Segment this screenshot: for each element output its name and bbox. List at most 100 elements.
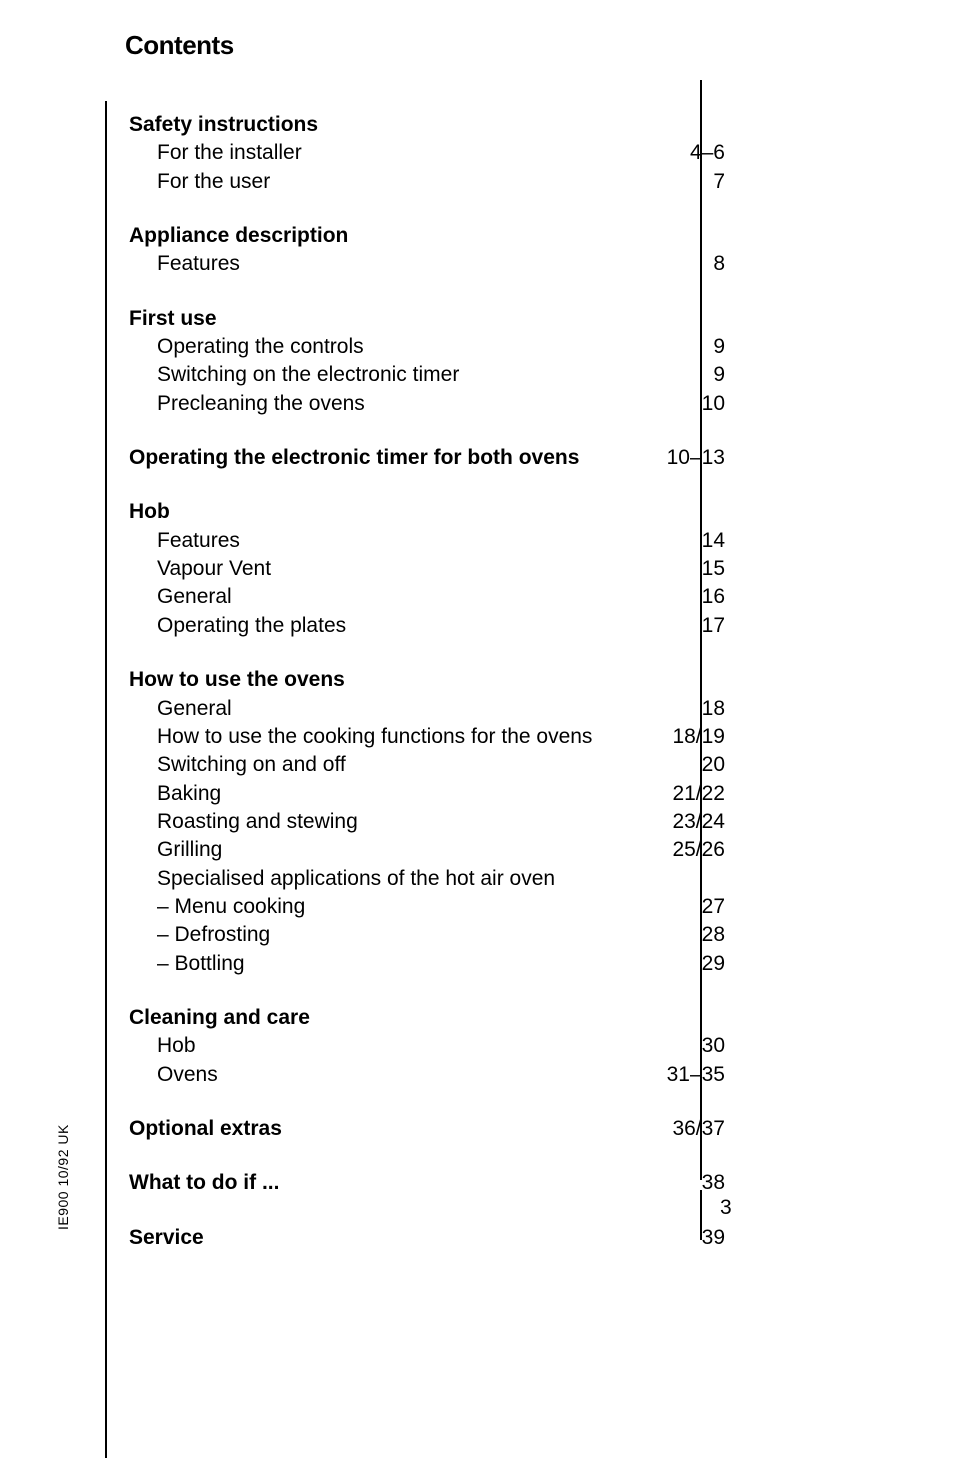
toc-entry: – Menu cooking27	[129, 893, 725, 921]
toc-entry: Features8	[129, 250, 725, 278]
toc-entry-label: – Defrosting	[157, 921, 645, 949]
toc-entry-label: How to use the cooking functions for the…	[157, 723, 645, 751]
toc-section-heading-label: What to do if ...	[129, 1169, 279, 1197]
toc-entry-page: 7	[645, 168, 725, 196]
toc-entry-page: 4–6	[645, 139, 725, 167]
toc-entry: General18	[129, 695, 725, 723]
toc-section-heading: Safety instructions	[129, 111, 725, 139]
toc-section-heading-label: First use	[129, 305, 217, 333]
toc-entry-page: 8	[645, 250, 725, 278]
toc-entry: Specialised applications of the hot air …	[129, 865, 725, 893]
page-number-block: 3	[700, 1190, 732, 1240]
toc-section: Safety instructionsFor the installer4–6F…	[129, 111, 725, 196]
toc-entry-label: General	[157, 695, 645, 723]
toc-entry: Ovens31–35	[129, 1061, 725, 1089]
toc-section: How to use the ovensGeneral18How to use …	[129, 666, 725, 978]
toc-entry-label: Operating the controls	[157, 333, 645, 361]
toc-entry-label: Features	[157, 527, 645, 555]
toc-section-heading: Appliance description	[129, 222, 725, 250]
toc-entry-label: For the user	[157, 168, 645, 196]
toc-section-heading-page: 10–13	[645, 444, 725, 472]
toc-entry-label: Precleaning the ovens	[157, 390, 645, 418]
toc-entry: Baking21/22	[129, 780, 725, 808]
toc-entry-label: Baking	[157, 780, 645, 808]
toc-section: First useOperating the controls9Switchin…	[129, 305, 725, 418]
toc-entry: General16	[129, 583, 725, 611]
spine-text: IE900 10/92 UK	[55, 1124, 71, 1230]
toc-entry-label: Features	[157, 250, 645, 278]
page-title: Contents	[125, 30, 725, 61]
toc-entry: – Defrosting28	[129, 921, 725, 949]
toc-entry-page: 10	[645, 390, 725, 418]
toc-entry-page: 23/24	[645, 808, 725, 836]
toc-entry-label: – Menu cooking	[157, 893, 645, 921]
toc-section-heading-label: Hob	[129, 498, 170, 526]
contents-page: Contents Safety instructionsFor the inst…	[105, 30, 725, 1458]
toc-entry-page: 25/26	[645, 836, 725, 864]
toc-entry: Grilling25/26	[129, 836, 725, 864]
toc-entry-page: 17	[645, 612, 725, 640]
toc-entry-page: 20	[645, 751, 725, 779]
toc-entry: Precleaning the ovens10	[129, 390, 725, 418]
toc-section-heading-label: Operating the electronic timer for both …	[129, 444, 579, 472]
toc-body: Safety instructionsFor the installer4–6F…	[105, 101, 725, 1458]
toc-entry-label: Switching on and off	[157, 751, 645, 779]
toc-entry-page: 18/19	[645, 723, 725, 751]
toc-entry-page: 16	[645, 583, 725, 611]
toc-entry-page: 28	[645, 921, 725, 949]
toc-section-heading: Cleaning and care	[129, 1004, 725, 1032]
toc-section-heading: First use	[129, 305, 725, 333]
toc-entry-label: General	[157, 583, 645, 611]
toc-section: Service39	[129, 1224, 725, 1252]
toc-entry-label: Switching on the electronic timer	[157, 361, 645, 389]
toc-entry: Hob30	[129, 1032, 725, 1060]
toc-section-heading-label: How to use the ovens	[129, 666, 345, 694]
toc-section-heading: Service39	[129, 1224, 725, 1252]
toc-entry: Operating the controls9	[129, 333, 725, 361]
toc-entry-page: 31–35	[645, 1061, 725, 1089]
toc-section-heading: Operating the electronic timer for both …	[129, 444, 725, 472]
toc-entry: Features14	[129, 527, 725, 555]
toc-entry-label: Grilling	[157, 836, 645, 864]
toc-section: Optional extras 36/37	[129, 1115, 725, 1143]
toc-section-heading-label: Cleaning and care	[129, 1004, 310, 1032]
toc-entry-label: Operating the plates	[157, 612, 645, 640]
toc-entry-page: 9	[645, 333, 725, 361]
toc-entry: Operating the plates17	[129, 612, 725, 640]
toc-entry: – Bottling29	[129, 950, 725, 978]
toc-entry-page: 14	[645, 527, 725, 555]
toc-entry: How to use the cooking functions for the…	[129, 723, 725, 751]
toc-entry-label: Ovens	[157, 1061, 645, 1089]
toc-entry-page: 30	[645, 1032, 725, 1060]
toc-entry-label: Specialised applications of the hot air …	[157, 865, 645, 893]
right-vertical-rule	[700, 80, 702, 1180]
toc-entry: Vapour Vent15	[129, 555, 725, 583]
toc-section-heading: What to do if ...38	[129, 1169, 725, 1197]
toc-entry-page: 9	[645, 361, 725, 389]
toc-entry-page: 18	[645, 695, 725, 723]
toc-section-heading: Hob	[129, 498, 725, 526]
toc-entry-page: 15	[645, 555, 725, 583]
toc-section: HobFeatures14Vapour Vent15General16Opera…	[129, 498, 725, 640]
toc-section-heading-label: Service	[129, 1224, 204, 1252]
toc-section-heading-label: Optional extras	[129, 1115, 282, 1143]
toc-section-heading-page: 36/37	[645, 1115, 725, 1143]
toc-entry-page: 29	[645, 950, 725, 978]
toc-entry-page: 21/22	[645, 780, 725, 808]
toc-entry-label: – Bottling	[157, 950, 645, 978]
toc-section-heading-label: Safety instructions	[129, 111, 318, 139]
toc-section-heading: Optional extras 36/37	[129, 1115, 725, 1143]
toc-entry-label: Roasting and stewing	[157, 808, 645, 836]
page-number: 3	[720, 1196, 732, 1220]
toc-section: Cleaning and careHob30Ovens31–35	[129, 1004, 725, 1089]
toc-section-heading-label: Appliance description	[129, 222, 348, 250]
toc-entry: For the installer4–6	[129, 139, 725, 167]
toc-entry-label: Vapour Vent	[157, 555, 645, 583]
toc-section: Operating the electronic timer for both …	[129, 444, 725, 472]
toc-entry-label: Hob	[157, 1032, 645, 1060]
toc-entry: For the user7	[129, 168, 725, 196]
toc-entry: Roasting and stewing23/24	[129, 808, 725, 836]
toc-entry: Switching on the electronic timer9	[129, 361, 725, 389]
toc-section: What to do if ...38	[129, 1169, 725, 1197]
toc-section: Appliance descriptionFeatures8	[129, 222, 725, 279]
